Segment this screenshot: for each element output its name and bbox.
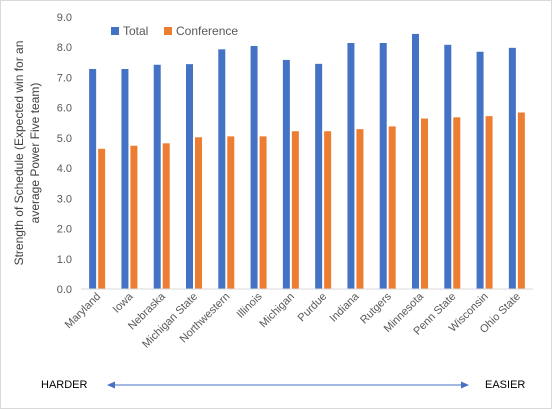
legend-label-conference: Conference: [176, 24, 238, 38]
x-tick-label: Illinois: [235, 290, 265, 320]
bar-total: [347, 42, 355, 289]
bar-conference: [291, 131, 299, 289]
bar-total: [379, 42, 387, 289]
bar-conference: [324, 131, 332, 289]
x-tick-label: Purdue: [296, 291, 330, 325]
y-tick-label: 8.0: [57, 42, 72, 54]
bar-conference: [356, 129, 364, 289]
bar-conference: [259, 136, 267, 289]
bar-total: [250, 46, 258, 289]
bar-total: [444, 44, 452, 289]
bar-total: [153, 64, 161, 289]
x-tick-label: Maryland: [63, 291, 103, 331]
legend-swatch-total: [111, 27, 119, 35]
y-tick-label: 5.0: [57, 133, 72, 145]
bar-total: [121, 68, 129, 289]
bar-conference: [98, 148, 106, 289]
bar-conference: [517, 112, 525, 289]
y-tick-label: 0.0: [57, 284, 72, 296]
bar-total: [508, 47, 516, 290]
y-axis-title-line-1: Strength of Schedule (Expected win for a…: [12, 41, 26, 266]
harder-label: HARDER: [41, 379, 88, 391]
bar-total: [89, 68, 97, 289]
x-tick-label: Iowa: [111, 290, 137, 316]
arrow-right-icon: [461, 381, 469, 389]
bar-conference: [453, 117, 461, 290]
y-tick-label: 6.0: [57, 103, 72, 115]
bar-conference: [388, 126, 396, 289]
x-tick-label: Michigan: [257, 291, 297, 331]
arrow-left-icon: [107, 381, 115, 389]
y-axis-title: Strength of Schedule (Expected win for a…: [12, 41, 42, 266]
bar-conference: [227, 136, 235, 289]
bar-conference: [130, 145, 138, 289]
y-tick-label: 7.0: [57, 72, 72, 84]
y-axis-ticks: 0.0 1.0 2.0 3.0 4.0 5.0 6.0 7.0 8.0 9.0: [57, 12, 72, 296]
bar-total: [186, 64, 193, 289]
bars: [89, 33, 525, 290]
bar-conference: [421, 118, 428, 290]
y-tick-label: 3.0: [57, 193, 72, 205]
bar-conference: [162, 143, 170, 289]
bar-total: [315, 63, 323, 289]
bar-conference: [485, 116, 493, 289]
y-tick-label: 4.0: [57, 163, 72, 175]
easier-label: EASIER: [485, 379, 525, 391]
bar-total: [282, 59, 290, 289]
legend-label-total: Total: [123, 24, 148, 38]
x-tick-label: Indiana: [328, 290, 363, 325]
y-tick-label: 2.0: [57, 224, 72, 236]
legend: Total Conference: [111, 24, 238, 38]
difficulty-annotation: HARDER EASIER: [41, 379, 525, 391]
bar-total: [476, 51, 484, 289]
legend-swatch-conference: [164, 27, 172, 35]
y-tick-label: 9.0: [57, 12, 72, 24]
y-tick-label: 1.0: [57, 254, 72, 266]
y-axis-title-line-2: average Power Five team): [28, 83, 42, 224]
bar-total: [412, 33, 419, 290]
bar-total: [218, 49, 226, 290]
bar-conference: [195, 137, 202, 289]
